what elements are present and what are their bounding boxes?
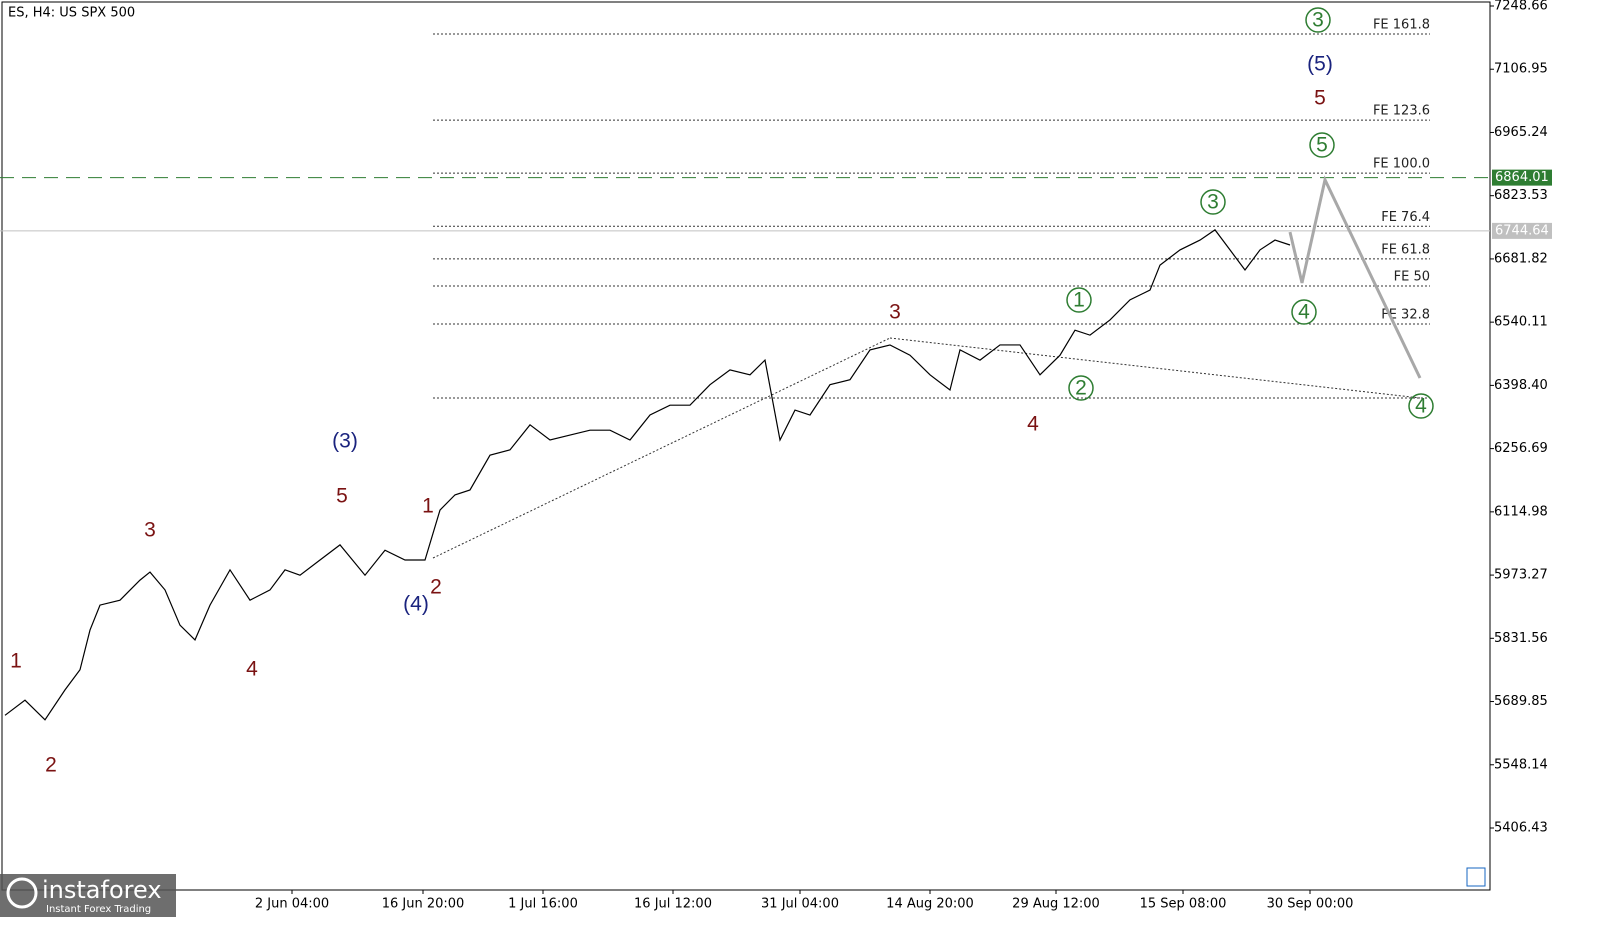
scroll-button[interactable] xyxy=(1466,867,1486,887)
wave-label: 3 xyxy=(1312,9,1324,32)
x-tick-label: 16 Jun 20:00 xyxy=(382,897,465,912)
y-tick-label: 6540.11 xyxy=(1494,315,1548,330)
price-label: 6744.64 xyxy=(1495,223,1549,238)
wave-circles xyxy=(1066,7,1434,419)
target-label-box xyxy=(1492,169,1552,186)
x-tick-label: 1 Jul 16:00 xyxy=(508,897,578,912)
y-tick-label: 6114.98 xyxy=(1494,504,1548,519)
logo-icon xyxy=(6,877,38,909)
fe-label: FE 123.6 xyxy=(1373,104,1430,119)
y-tick-label: 7248.66 xyxy=(1494,0,1548,13)
y-tick-label: 7106.95 xyxy=(1494,62,1548,77)
wave-label: 4 xyxy=(1298,301,1310,324)
plot-frame xyxy=(1,1,1491,891)
wave-label: 3 xyxy=(889,301,901,324)
wave-label: 5 xyxy=(1314,87,1326,110)
wave-label: 4 xyxy=(246,658,258,681)
y-tick-label: 5548.14 xyxy=(1494,757,1548,772)
y-tick-label: 6823.53 xyxy=(1494,188,1548,203)
fe-label: FE 76.4 xyxy=(1381,210,1430,225)
logo-tagline: Instant Forex Trading xyxy=(46,904,151,915)
forecast-path xyxy=(1288,175,1422,379)
x-tick-label: 2 Jun 04:00 xyxy=(255,897,329,912)
x-tick-label: 30 Sep 00:00 xyxy=(1267,897,1354,912)
wave-label: 3 xyxy=(144,519,156,542)
wave-label: 4 xyxy=(1027,413,1039,436)
wave-label: 1 xyxy=(1073,289,1085,312)
logo-name: instaforex xyxy=(42,876,162,904)
target-label: 6864.01 xyxy=(1495,170,1549,185)
x-tick-label: 15 Sep 08:00 xyxy=(1140,897,1227,912)
fe-label: FE 161.8 xyxy=(1373,17,1430,32)
wave-label: (5) xyxy=(1307,53,1333,76)
wave-label: 2 xyxy=(45,754,57,777)
fe-label: FE 50 xyxy=(1394,270,1430,285)
y-tick-label: 5406.43 xyxy=(1494,821,1548,836)
trendline xyxy=(889,337,1421,399)
wave-label: (4) xyxy=(403,593,429,616)
wave-label: (3) xyxy=(332,430,358,453)
wave-label: 4 xyxy=(1415,395,1427,418)
chart-title: ES, H4: US SPX 500 xyxy=(8,6,135,21)
y-tick-label: 5831.56 xyxy=(1494,631,1548,646)
price-label-box xyxy=(1492,222,1552,239)
fe-label: FE 61.8 xyxy=(1381,242,1430,257)
x-tick-label: 29 Aug 12:00 xyxy=(1012,897,1100,912)
y-tick-label: 6681.82 xyxy=(1494,251,1548,266)
fe-label: FE 32.8 xyxy=(1381,307,1430,322)
x-tick-label: 14 Aug 20:00 xyxy=(886,897,974,912)
wave-label: 5 xyxy=(1316,134,1328,157)
y-tick-label: 5689.85 xyxy=(1494,694,1548,709)
price-line-series xyxy=(4,229,1291,721)
fe-label: FE 100.0 xyxy=(1373,157,1430,172)
wave-label: 2 xyxy=(1075,377,1087,400)
x-tick-label: 31 Jul 04:00 xyxy=(761,897,839,912)
wave-label: 1 xyxy=(422,495,434,518)
wave-label: 1 xyxy=(10,650,22,673)
y-tick-label: 5973.27 xyxy=(1494,568,1548,583)
y-tick-label: 6398.40 xyxy=(1494,378,1548,393)
wave-label: 5 xyxy=(336,485,348,508)
watermark: instaforex Instant Forex Trading xyxy=(0,874,176,917)
trendline xyxy=(432,337,891,559)
y-tick-label: 6256.69 xyxy=(1494,441,1548,456)
y-tick-label: 6965.24 xyxy=(1494,125,1548,140)
x-tick-label: 16 Jul 12:00 xyxy=(634,897,712,912)
wave-label: 3 xyxy=(1207,191,1219,214)
wave-labels: 1 2 3 4 5 (3) (4) 1 2 3 4 1 2 3 4 5 4 3 … xyxy=(10,7,1434,777)
wave-label: 2 xyxy=(430,576,442,599)
